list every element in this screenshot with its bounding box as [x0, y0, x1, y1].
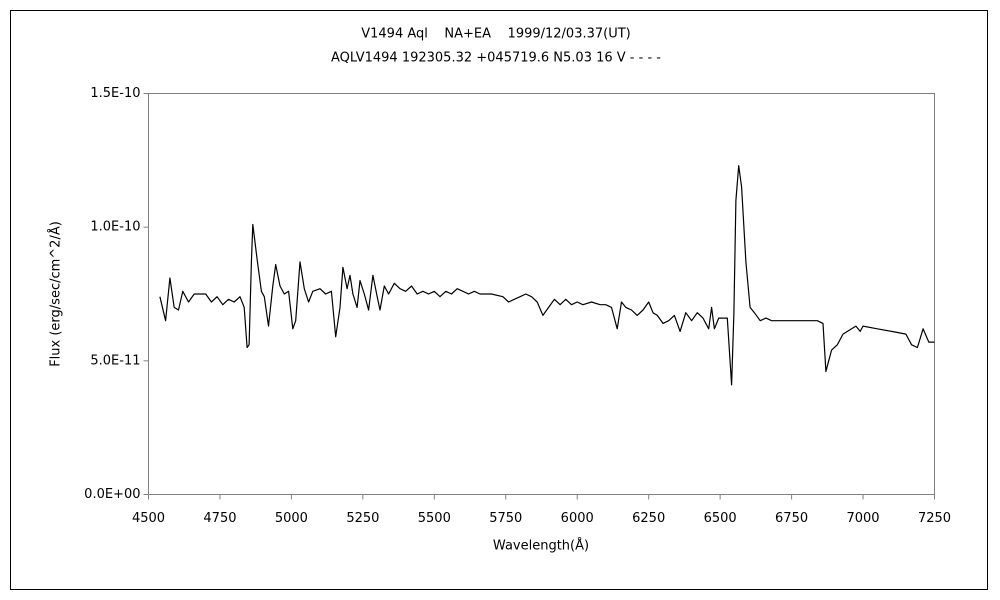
x-tick-label: 7000: [846, 511, 879, 526]
spectrum-line: [159, 165, 935, 386]
x-tick-label: 6000: [561, 511, 594, 526]
x-tick-label: 5250: [346, 511, 379, 526]
y-tick-label: 5.0E-11: [90, 353, 140, 368]
y-tick-label: 0.0E+00: [84, 487, 140, 502]
x-tick-label: 7250: [918, 511, 951, 526]
chart-border: [10, 10, 988, 590]
x-tick-label: 6750: [775, 511, 808, 526]
plot-area: [148, 93, 935, 495]
x-tick-label: 4750: [203, 511, 236, 526]
x-tick-label: 6250: [632, 511, 665, 526]
x-axis-label: Wavelength(Å): [493, 538, 589, 554]
chart-title: V1494 Aql NA+EA 1999/12/03.37(UT): [361, 27, 631, 42]
y-tick-label: 1.0E-10: [90, 220, 140, 235]
x-tick-label: 4500: [132, 511, 165, 526]
x-tick-label: 5750: [489, 511, 522, 526]
y-axis-label: Flux (erg/sec/cm^2/Å): [48, 221, 64, 367]
x-tick-label: 5000: [275, 511, 308, 526]
chart-subtitle: AQLV1494 192305.32 +045719.6 N5.03 16 V …: [331, 51, 661, 66]
x-tick-label: 6500: [704, 511, 737, 526]
x-tick-label: 5500: [418, 511, 451, 526]
y-tick-label: 1.5E-10: [90, 86, 140, 101]
